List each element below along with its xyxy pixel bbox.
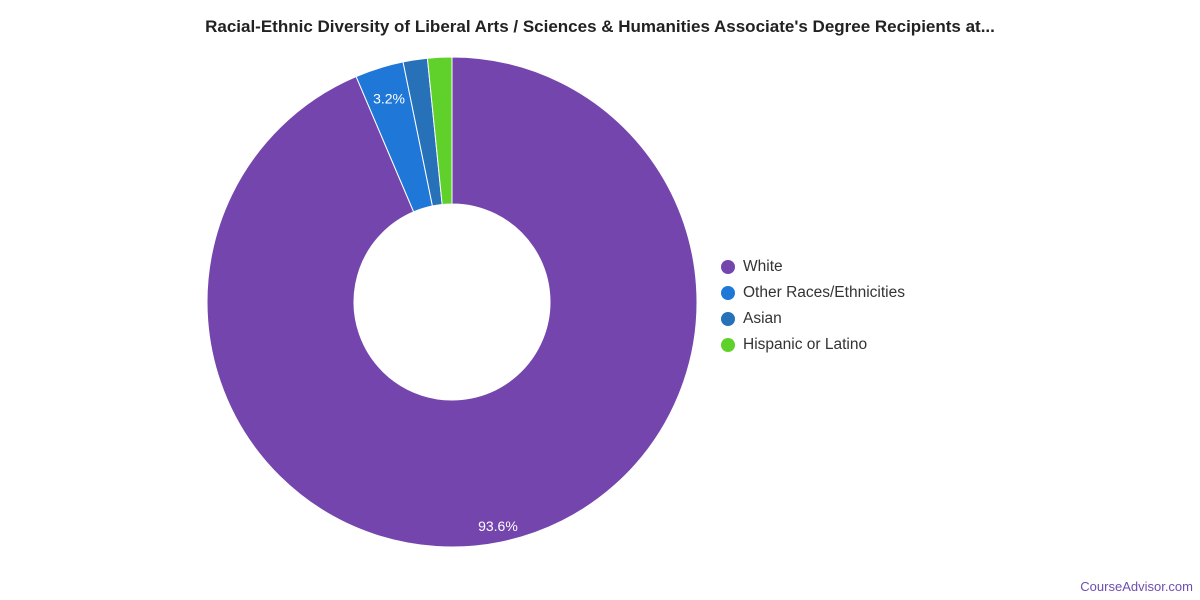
- legend-swatch-asian: [721, 312, 735, 326]
- legend-swatch-hispanic: [721, 338, 735, 352]
- legend-swatch-other-races: [721, 286, 735, 300]
- legend-label-hispanic: Hispanic or Latino: [743, 336, 868, 353]
- data-label-white: 93.6%: [478, 518, 518, 534]
- slice-hispanic[interactable]: [426, 56, 453, 206]
- legend-swatch-white: [721, 260, 735, 274]
- legend-item-white[interactable]: White: [721, 254, 905, 280]
- legend-item-asian[interactable]: Asian: [721, 306, 905, 332]
- data-label-other-races: 3.2%: [373, 90, 405, 106]
- watermark-link[interactable]: CourseAdvisor.com: [1080, 579, 1193, 594]
- legend-label-other-races: Other Races/Ethnicities: [743, 284, 905, 301]
- chart-legend: White Other Races/Ethnicities Asian Hisp…: [721, 254, 905, 358]
- legend-label-asian: Asian: [743, 310, 782, 327]
- legend-label-white: White: [743, 258, 783, 275]
- legend-item-hispanic[interactable]: Hispanic or Latino: [721, 332, 905, 358]
- legend-item-other-races[interactable]: Other Races/Ethnicities: [721, 280, 905, 306]
- chart-title: Racial-Ethnic Diversity of Liberal Arts …: [205, 17, 995, 36]
- slice-white[interactable]: [206, 56, 698, 548]
